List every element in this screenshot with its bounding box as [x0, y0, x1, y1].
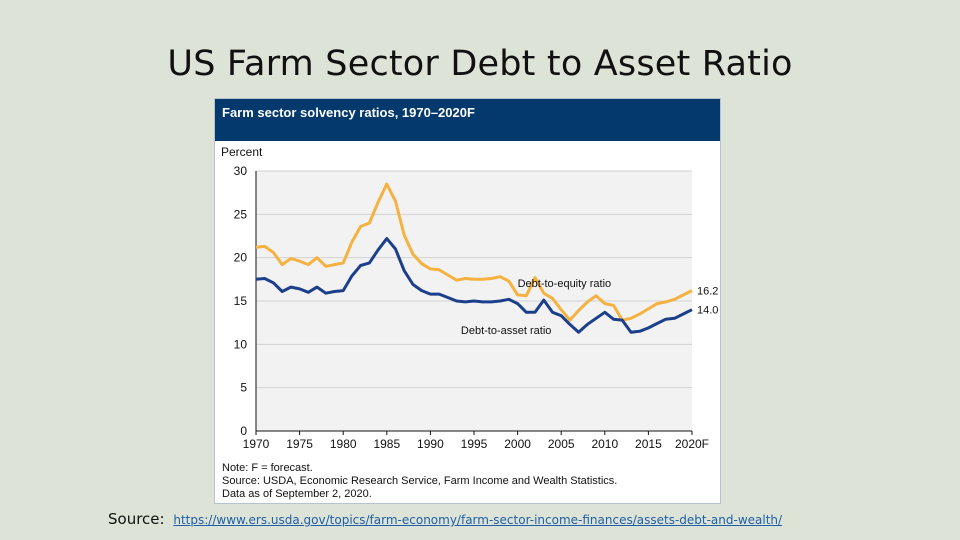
y-tick-label: 30: [234, 164, 248, 178]
source-label: Source:: [108, 510, 165, 528]
figure-notes: Note: F = forecast. Source: USDA, Econom…: [222, 462, 617, 501]
series-line-0: [255, 182, 693, 322]
x-tick-label: 1970: [243, 437, 270, 451]
x-tick-label: 2020F: [675, 437, 709, 451]
x-tick-label: 1975: [286, 437, 313, 451]
end-value-label-1: 14.0: [697, 305, 718, 317]
note-date: Data as of September 2, 2020.: [222, 488, 372, 500]
y-axis-label: Percent: [221, 145, 263, 159]
note-source: Source: USDA, Economic Research Service,…: [222, 475, 618, 487]
figure-header: Farm sector solvency ratios, 1970–2020F: [215, 99, 720, 141]
x-tick-label: 2000: [504, 437, 531, 451]
y-tick-label: 10: [234, 337, 248, 351]
chart-figure: Farm sector solvency ratios, 1970–2020F …: [214, 98, 721, 504]
x-tick-label: 2010: [591, 437, 618, 451]
y-tick-label: 20: [234, 251, 248, 265]
note-forecast: Note: F = forecast.: [222, 462, 313, 474]
x-tick-label: 1985: [373, 437, 400, 451]
x-tick-label: 1995: [461, 437, 488, 451]
x-tick-label: 1980: [330, 437, 357, 451]
end-value-label-0: 16.2: [697, 286, 718, 298]
solvency-line-chart: Percent 0 5 10 15 20 25 30 1970 1975 1980 1985 1990…: [221, 145, 718, 451]
y-tick-label: 0: [240, 424, 247, 438]
source-line: Source: https://www.ers.usda.gov/topics/…: [108, 510, 782, 528]
x-tick-label: 2015: [635, 437, 662, 451]
slide-title: US Farm Sector Debt to Asset Ratio: [167, 44, 793, 84]
series-label-0: Debt-to-equity ratio: [518, 278, 612, 290]
y-tick-label: 15: [234, 294, 248, 308]
series-line-1: [255, 237, 693, 334]
x-tick-label: 2005: [548, 437, 575, 451]
x-tick-label: 1990: [417, 437, 444, 451]
source-link[interactable]: https://www.ers.usda.gov/topics/farm-eco…: [173, 513, 783, 527]
series-label-1: Debt-to-asset ratio: [461, 325, 551, 337]
figure-title: Farm sector solvency ratios, 1970–2020F: [222, 105, 475, 120]
y-tick-label: 5: [240, 381, 247, 395]
y-tick-label: 25: [234, 207, 248, 221]
